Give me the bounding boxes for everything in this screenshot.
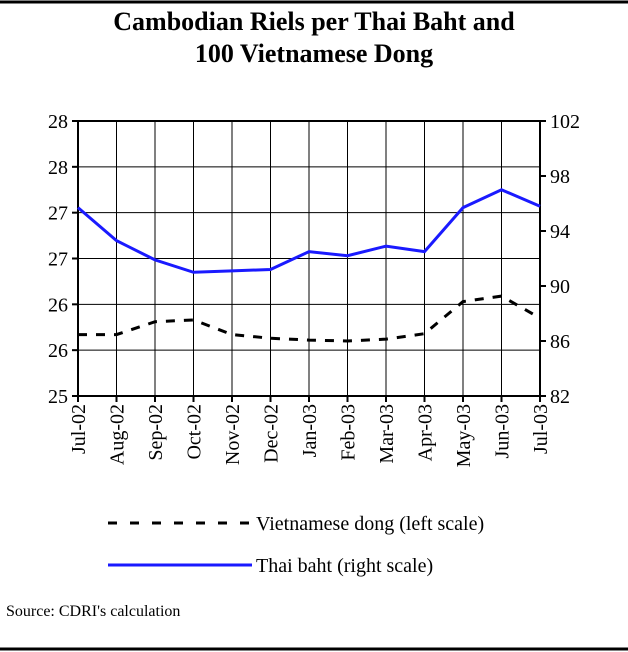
chart-title: Cambodian Riels per Thai Baht and 100 Vie…: [113, 7, 515, 68]
x-tick-label: Jul-02: [68, 404, 90, 454]
x-tick-label: Dec-02: [261, 404, 283, 463]
x-tick-label: Mar-03: [376, 404, 398, 464]
y2-tick-label: 102: [550, 111, 580, 133]
x-tick-label: Feb-03: [338, 404, 360, 461]
x-tick-label: Jun-03: [492, 404, 514, 458]
y2-tick-label: 90: [550, 276, 570, 298]
y-tick-label: 25: [48, 386, 68, 408]
y-tick-label: 27: [48, 203, 68, 225]
x-tick-label: May-03: [453, 404, 475, 467]
plot-frame: [77, 120, 541, 397]
x-tick-label: Aug-02: [107, 404, 129, 465]
y-tick-label: 26: [48, 340, 68, 362]
x-tick-label: Oct-02: [184, 404, 206, 460]
series-line: [78, 294, 541, 343]
y-tick-label: 28: [48, 111, 68, 133]
legend-label: Vietnamese dong (left scale): [256, 513, 484, 535]
y2-tick-label: 86: [550, 331, 570, 353]
y-tick-label: 28: [48, 157, 68, 179]
x-tick-label: Sep-02: [145, 404, 167, 461]
y2-tick-label: 98: [550, 166, 570, 188]
x-tick-label: Apr-03: [415, 404, 437, 461]
y-tick-label: 27: [48, 249, 68, 271]
x-tick-label: Jul-03: [530, 404, 552, 454]
y2-tick-label: 82: [550, 386, 570, 408]
source: Source: CDRI's calculation: [6, 603, 180, 620]
y2-tick-label: 94: [550, 221, 570, 243]
x-tick-label: Nov-02: [222, 404, 244, 465]
series-line: [77, 188, 541, 274]
legend-label: Thai baht (right scale): [256, 555, 433, 577]
x-tick-label: Jan-03: [299, 404, 321, 457]
y-tick-label: 26: [48, 294, 68, 316]
